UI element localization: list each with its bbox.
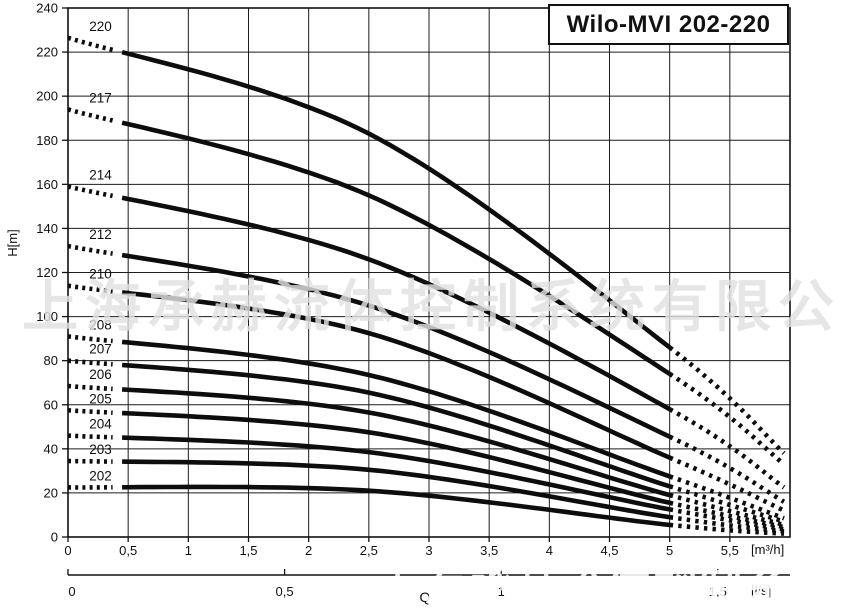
x-tick-label: 0 (64, 543, 71, 558)
curve-label-206: 206 (89, 367, 112, 382)
x-tick-label: 2,5 (360, 543, 378, 558)
curve-204-dotted-start (67, 433, 113, 440)
curve-label-220: 220 (89, 19, 112, 34)
curve-214-solid (121, 195, 671, 412)
curve-205-solid (122, 410, 671, 506)
y-tick-label: 60 (44, 397, 58, 412)
y-tick-label: 180 (36, 133, 58, 148)
curve-207-dotted-start (67, 358, 113, 367)
curve-label-205: 205 (89, 391, 112, 406)
x-tick-label: 4,5 (600, 543, 618, 558)
chart-title: Wilo-MVI 202-220 (566, 10, 771, 38)
curve-210-solid (121, 290, 671, 460)
curve-217-dotted-end (668, 371, 786, 467)
curve-208-solid (121, 339, 671, 479)
curve-207-solid (121, 362, 671, 489)
x-tick-label: 1 (185, 543, 192, 558)
curve-label-202: 202 (89, 468, 112, 483)
curve-212-dotted-start (67, 243, 113, 256)
curve-label-214: 214 (89, 168, 112, 183)
curve-210-dotted-start (67, 283, 113, 294)
curve-203-dotted-start (67, 458, 113, 464)
curve-210-dotted-end (668, 455, 785, 513)
curve-label-204: 204 (89, 417, 112, 432)
curve-203-dotted-end (669, 514, 785, 534)
curve-212-dotted-end (668, 434, 786, 504)
curve-208-dotted-start (67, 334, 113, 344)
curve-217-dotted-start (67, 107, 114, 123)
x-axis-unit-primary: [m³/h] (751, 542, 784, 557)
y-tick-label: 200 (36, 89, 58, 104)
y-tick-label: 140 (36, 221, 58, 236)
y-tick-label: 20 (44, 485, 58, 500)
x-tick-label: 5,5 (721, 543, 739, 558)
curve-label-203: 203 (89, 442, 112, 457)
y-tick-label: 80 (44, 353, 58, 368)
curve-label-207: 207 (89, 342, 112, 357)
curve-label-217: 217 (89, 90, 112, 105)
y-tick-label: 120 (36, 265, 58, 280)
curve-212-solid (121, 252, 671, 439)
curve-202-solid (122, 484, 670, 528)
y-tick-label: 220 (36, 45, 58, 60)
curve-205-dotted-start (67, 408, 113, 415)
x-tick-label: 4 (546, 543, 553, 558)
curve-220-dotted-start (67, 35, 114, 53)
x-axis-title: Q (420, 589, 431, 605)
curve-label-212: 212 (89, 227, 112, 242)
curve-202-dotted-end (669, 522, 785, 536)
y-tick-label: 40 (44, 441, 58, 456)
y-tick-label: 100 (36, 309, 58, 324)
ls-tick-label: 1,5 (709, 584, 727, 599)
curve-214-dotted-start (67, 184, 114, 199)
curve-206-solid (121, 387, 671, 498)
x-tick-label: 0,5 (119, 543, 137, 558)
x-axis-unit-secondary: [l/s] (751, 583, 771, 598)
y-tick-label: 160 (36, 177, 58, 192)
ls-tick-label: 1 (498, 584, 505, 599)
axis-ticks (62, 7, 731, 542)
curve-207-dotted-end (669, 484, 785, 524)
curve-204-dotted-end (669, 507, 785, 532)
y-tick-label: 240 (36, 1, 58, 16)
curve-203-solid (122, 459, 671, 520)
x-tick-label: 5 (666, 543, 673, 558)
curve-208-dotted-end (668, 474, 785, 521)
chart-title-box: Wilo-MVI 202-220 (548, 4, 789, 45)
curve-220-solid (121, 49, 672, 350)
ls-tick-label: 0 (68, 584, 75, 599)
curve-label-208: 208 (89, 317, 112, 332)
curve-217-solid (121, 120, 671, 376)
ls-tick-label: 0,5 (276, 584, 294, 599)
curve-206-dotted-end (669, 492, 785, 528)
x-tick-label: 3,5 (480, 543, 498, 558)
curve-205-dotted-end (669, 500, 785, 530)
x-tick-label: 2 (305, 543, 312, 558)
y-tick-label: 0 (51, 530, 58, 545)
curve-220-dotted-end (668, 345, 786, 455)
curve-label-210: 210 (89, 267, 112, 282)
x-tick-label: 1,5 (239, 543, 257, 558)
curve-214-dotted-end (668, 407, 786, 490)
curve-204-solid (122, 435, 671, 512)
curve-206-dotted-start (67, 383, 113, 392)
y-axis-title: H[m] (5, 229, 20, 256)
grid-lines (68, 8, 790, 537)
x-tick-label: 3 (425, 543, 432, 558)
